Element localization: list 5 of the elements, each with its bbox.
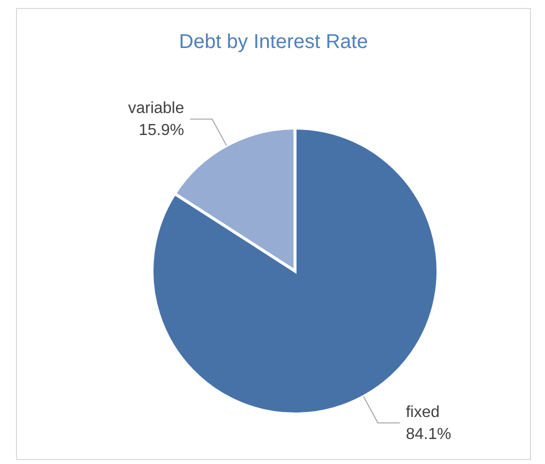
slice-label: fixed bbox=[406, 404, 440, 421]
data-label: 84.1% bbox=[406, 426, 452, 443]
chart-title: Debt by Interest Rate bbox=[178, 31, 369, 54]
slice-label: variable bbox=[128, 100, 184, 118]
data-label: 15.9% bbox=[138, 122, 184, 140]
